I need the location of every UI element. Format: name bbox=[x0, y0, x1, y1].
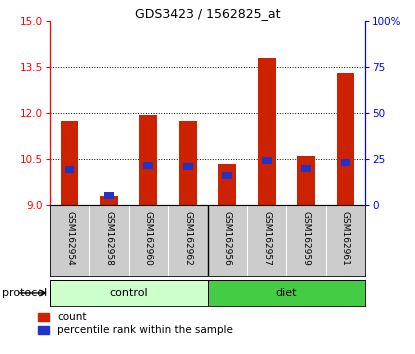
Bar bbox=[337, 73, 354, 205]
Text: GSM162961: GSM162961 bbox=[341, 211, 350, 266]
Bar bbox=[65, 166, 74, 173]
Text: diet: diet bbox=[276, 288, 297, 298]
Legend: count, percentile rank within the sample: count, percentile rank within the sample bbox=[39, 312, 233, 335]
Bar bbox=[183, 163, 193, 170]
Bar bbox=[258, 58, 276, 205]
Bar bbox=[144, 162, 153, 169]
Bar bbox=[208, 280, 365, 306]
Bar bbox=[341, 159, 350, 166]
Text: control: control bbox=[109, 288, 148, 298]
Title: GDS3423 / 1562825_at: GDS3423 / 1562825_at bbox=[135, 7, 280, 20]
Bar bbox=[179, 121, 197, 205]
Bar bbox=[104, 192, 114, 199]
Bar bbox=[50, 280, 208, 306]
Text: GSM162959: GSM162959 bbox=[302, 211, 310, 266]
Bar bbox=[61, 121, 78, 205]
Text: GSM162960: GSM162960 bbox=[144, 211, 153, 266]
Text: protocol: protocol bbox=[2, 288, 47, 298]
Text: GSM162954: GSM162954 bbox=[65, 211, 74, 266]
Bar bbox=[100, 196, 118, 205]
Bar bbox=[222, 172, 232, 179]
Bar bbox=[139, 115, 157, 205]
Bar bbox=[262, 157, 271, 164]
Bar bbox=[297, 156, 315, 205]
Text: GSM162962: GSM162962 bbox=[183, 211, 192, 266]
Text: GSM162956: GSM162956 bbox=[223, 211, 232, 266]
Bar bbox=[218, 164, 236, 205]
Bar bbox=[301, 165, 311, 172]
Text: GSM162958: GSM162958 bbox=[105, 211, 113, 266]
Text: GSM162957: GSM162957 bbox=[262, 211, 271, 266]
